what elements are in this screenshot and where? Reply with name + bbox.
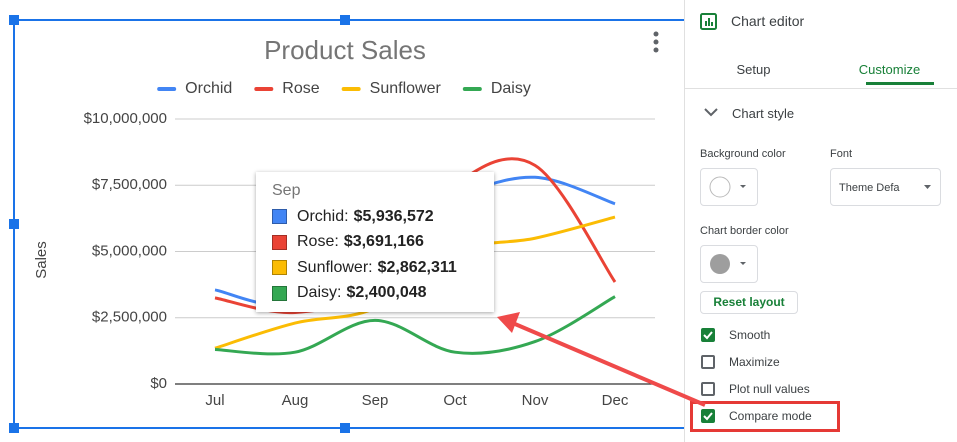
resize-handle[interactable] xyxy=(9,15,19,25)
tooltip-name: Orchid xyxy=(297,208,354,226)
y-tick-label: $10,000,000 xyxy=(84,110,167,127)
checkbox[interactable] xyxy=(701,409,715,423)
tooltip: Sep Orchid$5,936,572Rose$3,691,166Sunflo… xyxy=(256,172,494,312)
tooltip-swatch xyxy=(272,209,287,225)
tooltip-heading: Sep xyxy=(272,182,301,199)
menu-dots[interactable] xyxy=(653,31,659,53)
tooltip-name: Sunflower xyxy=(297,259,378,277)
resize-handle[interactable] xyxy=(340,423,350,433)
tooltip-row: Daisy$2,400,048 xyxy=(272,281,478,307)
field-label: Chart border color xyxy=(700,225,789,237)
editor-icon xyxy=(700,13,717,30)
tooltip-row: Rose$3,691,166 xyxy=(272,230,478,256)
resize-handle[interactable] xyxy=(9,219,19,229)
x-tick-label: Nov xyxy=(522,392,549,409)
x-tick-label: Jul xyxy=(205,392,224,409)
tab[interactable]: Setup xyxy=(736,62,771,77)
legend-label: Daisy xyxy=(491,80,531,97)
legend: Orchid Rose Sunflower Daisy xyxy=(157,80,531,97)
x-tick-label: Aug xyxy=(282,392,309,409)
font-value: Theme Defa xyxy=(839,182,900,194)
x-tick-label: Dec xyxy=(602,392,629,409)
tooltip-name: Daisy xyxy=(297,284,346,302)
y-tick-label: $2,500,000 xyxy=(92,309,167,326)
checkbox[interactable] xyxy=(701,355,715,369)
tooltip-row: Sunflower$2,862,311 xyxy=(272,255,478,281)
tab-indicator xyxy=(866,82,934,85)
section-title[interactable]: Chart style xyxy=(732,106,795,121)
y-tick-label: $5,000,000 xyxy=(92,242,167,259)
chart-title: Product Sales xyxy=(264,35,426,65)
checkbox[interactable] xyxy=(701,382,715,396)
tooltip-swatch xyxy=(272,234,287,250)
field-label: Background color xyxy=(700,148,786,160)
tooltip-value: $2,400,048 xyxy=(346,284,427,302)
checkbox-label: Smooth xyxy=(729,328,771,342)
y-axis-label: Sales xyxy=(33,241,50,279)
background-color-button[interactable] xyxy=(700,168,758,206)
editor-title: Chart editor xyxy=(731,13,805,29)
tooltip-swatch xyxy=(272,285,287,301)
highlight-box xyxy=(690,401,840,432)
tooltip-swatch xyxy=(272,260,287,276)
resize-handle[interactable] xyxy=(340,15,350,25)
x-tick-label: Oct xyxy=(443,392,467,409)
resize-handle[interactable] xyxy=(9,423,19,433)
y-tick-label: $0 xyxy=(150,375,167,392)
legend-label: Sunflower xyxy=(370,80,442,97)
checkbox-label: Maximize xyxy=(729,355,780,369)
legend-label: Rose xyxy=(282,80,319,97)
x-tick-label: Sep xyxy=(362,392,389,409)
checkbox[interactable] xyxy=(701,328,715,342)
chevron[interactable] xyxy=(703,106,719,118)
tab[interactable]: Customize xyxy=(858,62,921,77)
legend-label: Orchid xyxy=(185,80,232,97)
field-label: Font xyxy=(830,148,853,160)
chart: Product Sales Sales $0 $2,500,000 $5,000,0… xyxy=(9,15,690,433)
checkbox-label: Plot null values xyxy=(729,382,810,396)
tooltip-value: $3,691,166 xyxy=(343,233,424,251)
divider xyxy=(685,88,957,89)
tooltip-name: Rose xyxy=(297,233,344,251)
y-tick-label: $7,500,000 xyxy=(92,176,167,193)
reset-layout-button[interactable]: Reset layout xyxy=(700,291,798,314)
tooltip-value: $2,862,311 xyxy=(377,258,457,276)
chart-editor: Chart editor Setup Customize Chart style … xyxy=(684,0,957,442)
font-dropdown[interactable]: Theme Defa xyxy=(830,168,941,206)
tooltip-value: $5,936,572 xyxy=(353,207,434,225)
border-color-button[interactable] xyxy=(700,245,758,283)
tooltip-row: Orchid$5,936,572 xyxy=(272,204,478,230)
checkbox-label: Compare mode xyxy=(729,409,812,423)
